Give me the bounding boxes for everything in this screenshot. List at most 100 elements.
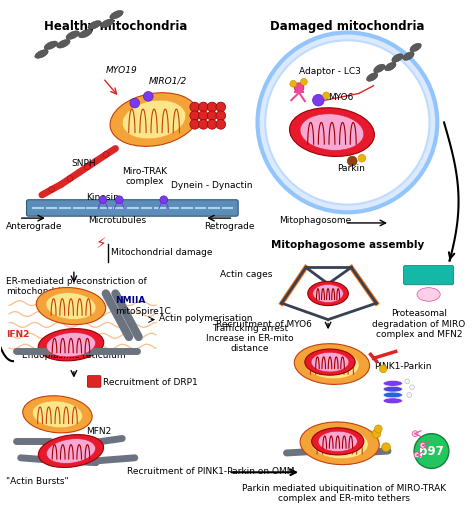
Text: Actin cages: Actin cages — [219, 270, 272, 279]
Ellipse shape — [294, 344, 370, 384]
Text: ⚡: ⚡ — [96, 236, 107, 251]
Ellipse shape — [300, 114, 364, 151]
Circle shape — [199, 102, 208, 112]
Circle shape — [207, 102, 217, 112]
Ellipse shape — [300, 422, 379, 465]
Circle shape — [410, 385, 415, 390]
Ellipse shape — [308, 282, 348, 306]
Ellipse shape — [44, 41, 57, 50]
Ellipse shape — [290, 108, 374, 156]
Circle shape — [382, 443, 391, 451]
Circle shape — [407, 393, 412, 397]
Circle shape — [144, 91, 153, 101]
Text: Microtubules: Microtubules — [88, 216, 146, 225]
Text: Miro-TRAK
complex: Miro-TRAK complex — [122, 167, 167, 186]
Circle shape — [301, 79, 307, 85]
Text: Recruitment of PINK1-Parkin on OMM: Recruitment of PINK1-Parkin on OMM — [127, 467, 294, 476]
Circle shape — [405, 379, 410, 384]
Ellipse shape — [46, 292, 96, 319]
Ellipse shape — [313, 284, 343, 303]
Ellipse shape — [374, 64, 385, 73]
Circle shape — [414, 452, 420, 458]
Circle shape — [216, 111, 226, 120]
Text: Parkin mediated ubiquitination of MIRO-TRAK
complex and ER-mito tethers: Parkin mediated ubiquitination of MIRO-T… — [242, 484, 447, 503]
Circle shape — [294, 83, 304, 93]
Text: MYO19: MYO19 — [106, 66, 137, 75]
Ellipse shape — [383, 380, 402, 387]
Circle shape — [49, 186, 55, 192]
Circle shape — [312, 95, 324, 106]
Text: p97: p97 — [419, 445, 444, 457]
Text: Actin polymerisation: Actin polymerisation — [159, 314, 253, 323]
Text: Adaptor - LC3: Adaptor - LC3 — [299, 67, 361, 76]
Circle shape — [347, 156, 357, 166]
Text: Trafficking arrest
Increase in ER-mito
distance: Trafficking arrest Increase in ER-mito d… — [206, 324, 293, 354]
Ellipse shape — [110, 10, 123, 19]
Circle shape — [199, 120, 208, 129]
Ellipse shape — [66, 31, 80, 40]
Circle shape — [199, 111, 208, 120]
FancyBboxPatch shape — [403, 265, 454, 285]
Ellipse shape — [311, 428, 368, 458]
Circle shape — [160, 196, 168, 204]
Ellipse shape — [385, 62, 396, 71]
Circle shape — [414, 434, 449, 468]
Ellipse shape — [305, 349, 355, 375]
Text: Mitophagosome: Mitophagosome — [279, 216, 351, 225]
Ellipse shape — [417, 288, 440, 301]
Text: MIRO1/2: MIRO1/2 — [148, 77, 187, 86]
Text: MYO6: MYO6 — [328, 93, 354, 102]
Ellipse shape — [305, 350, 359, 379]
Ellipse shape — [383, 387, 402, 392]
Text: Healthy mitochondria: Healthy mitochondria — [44, 20, 187, 33]
Circle shape — [323, 92, 329, 99]
FancyBboxPatch shape — [27, 200, 238, 216]
Text: Kinesin: Kinesin — [86, 193, 119, 202]
Circle shape — [265, 40, 429, 205]
Text: Recruitment of MYO6: Recruitment of MYO6 — [216, 320, 312, 329]
Circle shape — [412, 431, 418, 436]
Ellipse shape — [88, 21, 101, 29]
Circle shape — [374, 425, 382, 433]
Text: Mitophagosome assembly: Mitophagosome assembly — [271, 240, 424, 250]
Ellipse shape — [23, 396, 92, 433]
Ellipse shape — [46, 333, 96, 357]
Text: LC3: LC3 — [421, 290, 436, 299]
Circle shape — [216, 120, 226, 129]
Ellipse shape — [410, 43, 421, 52]
Ellipse shape — [38, 435, 104, 467]
Text: Parkin: Parkin — [337, 164, 365, 173]
Circle shape — [257, 32, 438, 212]
Text: TAX1BP1: TAX1BP1 — [410, 271, 448, 280]
Circle shape — [358, 154, 366, 162]
Ellipse shape — [403, 52, 414, 60]
Circle shape — [216, 102, 226, 112]
Circle shape — [372, 429, 381, 438]
Ellipse shape — [311, 428, 364, 455]
Ellipse shape — [383, 392, 402, 398]
Text: Damaged mitochondria: Damaged mitochondria — [270, 20, 425, 33]
Text: mitoSpire1C: mitoSpire1C — [116, 307, 171, 316]
Text: Dynein - Dynactin: Dynein - Dynactin — [171, 181, 253, 190]
Text: Proteasomal
degradation of MIRO
complex and MFN2: Proteasomal degradation of MIRO complex … — [372, 309, 465, 339]
Circle shape — [290, 80, 297, 87]
Ellipse shape — [383, 398, 402, 403]
Ellipse shape — [36, 287, 106, 325]
Text: Endoplasmic reticulum: Endoplasmic reticulum — [22, 351, 126, 360]
Circle shape — [67, 176, 73, 181]
Ellipse shape — [122, 100, 186, 139]
Circle shape — [207, 120, 217, 129]
Circle shape — [190, 111, 200, 120]
Ellipse shape — [110, 93, 198, 146]
Circle shape — [130, 98, 140, 108]
Circle shape — [99, 196, 107, 204]
Ellipse shape — [366, 72, 378, 81]
Ellipse shape — [311, 352, 349, 372]
Ellipse shape — [38, 328, 104, 361]
Ellipse shape — [100, 19, 114, 28]
Circle shape — [190, 120, 200, 129]
Text: PINK1-Parkin: PINK1-Parkin — [374, 362, 431, 371]
Circle shape — [103, 152, 109, 157]
Ellipse shape — [79, 29, 92, 38]
Ellipse shape — [32, 401, 82, 428]
